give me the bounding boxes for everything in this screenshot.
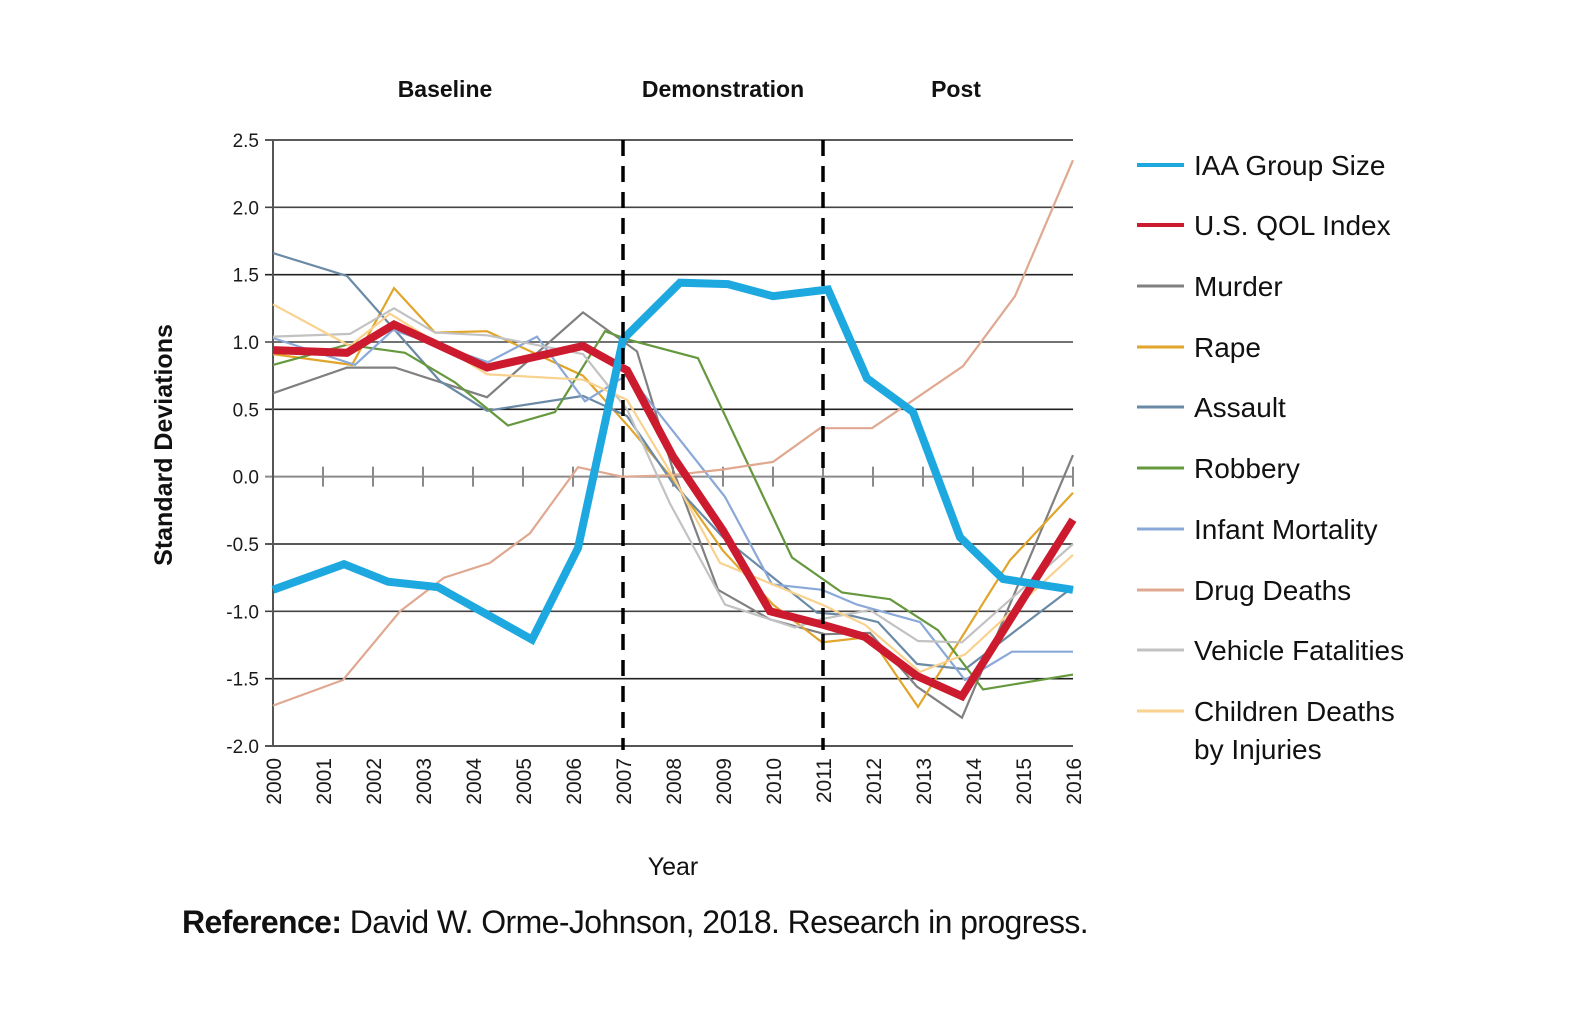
phase-dividers [621, 140, 825, 750]
x-tick-label: 2012 [863, 758, 886, 805]
y-tick-label: -2.0 [226, 737, 259, 758]
x-tick-label: 2013 [913, 758, 936, 805]
x-tick-label: 2002 [363, 758, 386, 805]
reference-text: David W. Orme-Johnson, 2018. Research in… [341, 904, 1089, 940]
legend-item: IAA Group Size [1137, 150, 1385, 181]
legend-item: Children Deaths by Injuries [1137, 696, 1395, 765]
y-tick-label: 2.5 [233, 131, 259, 152]
y-tick-label: -1.5 [226, 670, 259, 691]
x-tick-label: 2011 [813, 758, 836, 803]
legend-label: Drug Deaths [1194, 575, 1351, 606]
x-tick-label: 2003 [413, 758, 436, 805]
legend-item: Drug Deaths [1137, 575, 1351, 606]
legend-item: Murder [1137, 271, 1283, 302]
y-axis-title: Standard Deviations [150, 324, 178, 566]
series-line-children-deaths-by-injuries [272, 303, 1074, 674]
x-tick-label: 2001 [313, 758, 336, 805]
phase-label: Baseline [398, 76, 493, 102]
x-tick-label: 2007 [613, 758, 636, 805]
legend-item: U.S. QOL Index [1137, 210, 1391, 241]
y-tick-label: 0.5 [233, 400, 259, 421]
series-line-iaa-group-size [271, 278, 1074, 646]
legend-item: Infant Mortality [1137, 514, 1378, 545]
legend-label: Murder [1194, 271, 1283, 302]
x-tick-label: 2000 [263, 758, 286, 805]
legend-item: Rape [1137, 332, 1261, 363]
series-line-assault [272, 252, 1074, 671]
legend-label: Assault [1194, 392, 1286, 423]
y-tick-label: -0.5 [226, 535, 259, 556]
legend-label: Vehicle Fatalities [1194, 635, 1404, 666]
y-tick-label: 0.0 [233, 468, 259, 489]
x-tick-label: 2006 [563, 758, 586, 805]
series-line-vehicle-fatalities [272, 307, 1074, 644]
legend-label: Children Deaths [1194, 696, 1395, 727]
legend-item: Vehicle Fatalities [1137, 635, 1404, 666]
x-tick-label: 2016 [1063, 758, 1086, 805]
x-tick-label: 2014 [963, 758, 986, 805]
legend-label: Robbery [1194, 453, 1300, 484]
reference-label: Reference: [182, 904, 342, 940]
legend-label: IAA Group Size [1194, 150, 1385, 181]
phase-label: Post [931, 76, 981, 102]
x-tick-label: 2015 [1013, 758, 1036, 805]
y-tick-label: -1.0 [226, 602, 259, 623]
legend-label: U.S. QOL Index [1194, 210, 1391, 241]
phase-label: Demonstration [642, 76, 804, 102]
x-tick-label: 2009 [713, 758, 736, 805]
y-axis-ticks: 2.5 2.0 1.5 1.0 0.5 0.0 -0.5 -1.0 -1.5 -2.0 [226, 131, 259, 758]
x-axis-ticks: 2000 2001 2002 2003 2004 2005 2006 2007 2008 2009… [263, 758, 1086, 805]
reference-note: Reference: David W. Orme-Johnson, 2018. … [182, 904, 1089, 941]
x-tick-label: 2004 [463, 758, 486, 805]
series-line-u-s-qol-index [272, 319, 1077, 702]
x-tick-label: 2010 [763, 758, 786, 805]
legend-label: Rape [1194, 332, 1261, 363]
series-line-murder [272, 310, 1075, 720]
x-axis-title: Year [648, 853, 699, 881]
legend-label: by Injuries [1194, 734, 1322, 765]
phase-labels: Baseline Demonstration Post [398, 76, 982, 102]
series-line-drug-deaths [272, 159, 1075, 707]
x-tick-label: 2008 [663, 758, 686, 805]
y-tick-label: 1.0 [233, 333, 259, 354]
series-line-rape [272, 286, 1074, 709]
legend-item: Assault [1137, 392, 1286, 423]
series-lines [271, 159, 1077, 720]
series-line-infant-mortality [272, 328, 1073, 682]
x-tick-label: 2005 [513, 758, 536, 805]
legend: IAA Group Size U.S. QOL Index Murder Rape As… [1137, 150, 1404, 765]
legend-label: Infant Mortality [1194, 514, 1378, 545]
y-tick-label: 1.5 [233, 266, 259, 287]
y-tick-label: 2.0 [233, 198, 259, 219]
legend-item: Robbery [1137, 453, 1300, 484]
